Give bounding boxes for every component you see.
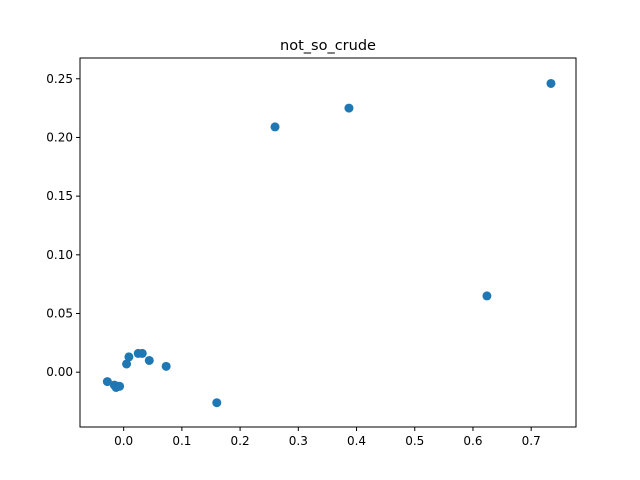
- chart-title: not_so_crude: [280, 38, 376, 54]
- points-layer: [102, 78, 556, 408]
- x-tick-label: 0.1: [172, 434, 191, 448]
- plot-frame: [79, 57, 577, 428]
- x-tick-label: 0.2: [231, 434, 250, 448]
- x-tick-label: 0.4: [347, 434, 366, 448]
- y-tick-label: 0.10: [46, 248, 73, 262]
- data-point: [212, 398, 222, 408]
- y-tick-label: 0.05: [46, 307, 73, 321]
- y-tick-label: 0.15: [46, 189, 73, 203]
- data-point: [137, 348, 147, 358]
- data-point: [115, 381, 125, 391]
- data-point: [161, 361, 171, 371]
- data-point: [102, 377, 112, 387]
- data-point: [122, 359, 132, 369]
- data-point: [270, 122, 280, 132]
- x-tick-label: 0.5: [405, 434, 424, 448]
- data-point: [344, 103, 354, 113]
- y-tick-label: 0.00: [46, 365, 73, 379]
- y-tick-label: 0.20: [46, 130, 73, 144]
- y-axis: 0.00 0.05 0.10 0.15 0.20 0.25: [46, 72, 80, 379]
- data-point: [124, 352, 134, 362]
- y-tick-label: 0.25: [46, 72, 73, 86]
- data-point: [144, 355, 154, 365]
- data-point: [482, 291, 492, 301]
- data-point: [546, 78, 556, 88]
- x-axis: 0.0 0.1 0.2 0.3 0.4 0.5 0.6 0.7: [114, 427, 541, 448]
- x-tick-label: 0.7: [522, 434, 541, 448]
- x-tick-label: 0.0: [114, 434, 133, 448]
- x-tick-label: 0.6: [463, 434, 482, 448]
- x-tick-label: 0.3: [289, 434, 308, 448]
